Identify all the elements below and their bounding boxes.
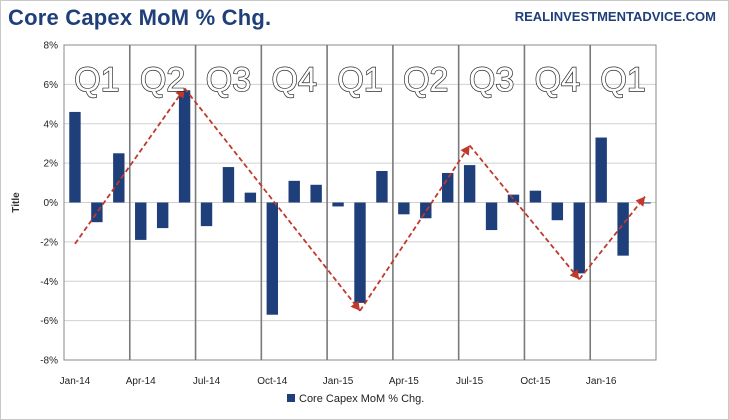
quarter-label: Q4 (272, 61, 317, 99)
bar (244, 192, 257, 203)
bar (442, 172, 454, 203)
bar (639, 202, 651, 204)
bar (463, 165, 476, 203)
x-tick-label: Jan-15 (323, 376, 354, 387)
bar (222, 167, 235, 203)
bar (376, 171, 388, 203)
legend-swatch (287, 394, 295, 402)
quarter-label: Q3 (469, 61, 514, 99)
bar (354, 202, 366, 303)
y-tick-label: -4% (40, 277, 58, 288)
trend-segment (578, 196, 646, 280)
legend-label: Core Capex MoM % Chg. (299, 393, 424, 405)
trend-arrowhead (350, 300, 360, 311)
trend-arrowhead (175, 88, 185, 99)
bar (595, 137, 607, 203)
bar (135, 202, 147, 240)
chart-title: Core Capex MoM % Chg. (8, 5, 272, 30)
source-label: REALINVESTMENTADVICE.COM (514, 9, 716, 24)
legend: Core Capex MoM % Chg. (287, 393, 424, 405)
trend-segment (468, 144, 580, 280)
y-tick-label: 8% (44, 41, 59, 52)
bar (156, 202, 169, 229)
bar (69, 111, 81, 203)
quarter-label: Q1 (337, 61, 382, 99)
bars (69, 90, 651, 315)
quarter-label: Q4 (535, 61, 580, 99)
bar (310, 184, 322, 203)
x-tick-label: Oct-14 (257, 376, 287, 387)
quarter-label: Q1 (74, 61, 119, 99)
bar (398, 202, 410, 215)
bar (573, 202, 585, 274)
x-tick-label: Oct-15 (520, 376, 550, 387)
bar (551, 202, 564, 221)
quarter-label: Q2 (140, 61, 185, 99)
x-tick-label: Apr-14 (126, 376, 156, 387)
trend-segment (183, 87, 361, 312)
y-axis-label: Title (11, 192, 22, 213)
trend-line (74, 87, 646, 312)
y-tick-label: 0% (44, 198, 59, 209)
bar (288, 180, 300, 203)
y-tick-label: 6% (44, 80, 59, 91)
y-tick-label: -8% (40, 356, 58, 367)
trend-arrowhead (569, 269, 580, 280)
x-tick-label: Apr-15 (389, 376, 419, 387)
quarter-labels: Q1 Q2 Q3 Q4 Q1 Q2 Q3 Q4 Q1 (74, 60, 647, 99)
trend-segment (359, 144, 471, 312)
quarter-label: Q2 (403, 61, 448, 99)
plot-border (63, 44, 657, 361)
bar (529, 190, 542, 203)
bar (200, 202, 213, 227)
bar (485, 202, 498, 231)
bar (266, 202, 278, 315)
y-tick-label: -6% (40, 316, 58, 327)
bar (91, 202, 103, 223)
quarter-label: Q1 (600, 61, 645, 99)
y-tick-labels: -8% -6% -4% -2% 0% 2% 4% 6% 8% (40, 41, 58, 367)
y-tick-label: 4% (44, 119, 59, 130)
quarter-label: Q3 (206, 61, 251, 99)
quarter-dividers (128, 45, 592, 360)
trend-arrowhead (460, 145, 470, 156)
gridlines (63, 44, 657, 361)
bar (113, 153, 125, 203)
x-tick-labels: Jan-14 Apr-14 Jul-14 Oct-14 Jan-15 Apr-15 Jul-… (60, 376, 617, 387)
x-tick-label: Jan-14 (60, 376, 91, 387)
y-tick-label: -2% (40, 237, 58, 248)
bar (617, 202, 629, 256)
y-tick-label: 2% (44, 159, 59, 170)
trend-arrowhead (635, 196, 646, 207)
bar (332, 202, 344, 207)
bar (178, 90, 191, 203)
x-tick-label: Jul-14 (193, 376, 221, 387)
x-tick-label: Jul-15 (456, 376, 484, 387)
x-tick-label: Jan-16 (586, 376, 617, 387)
